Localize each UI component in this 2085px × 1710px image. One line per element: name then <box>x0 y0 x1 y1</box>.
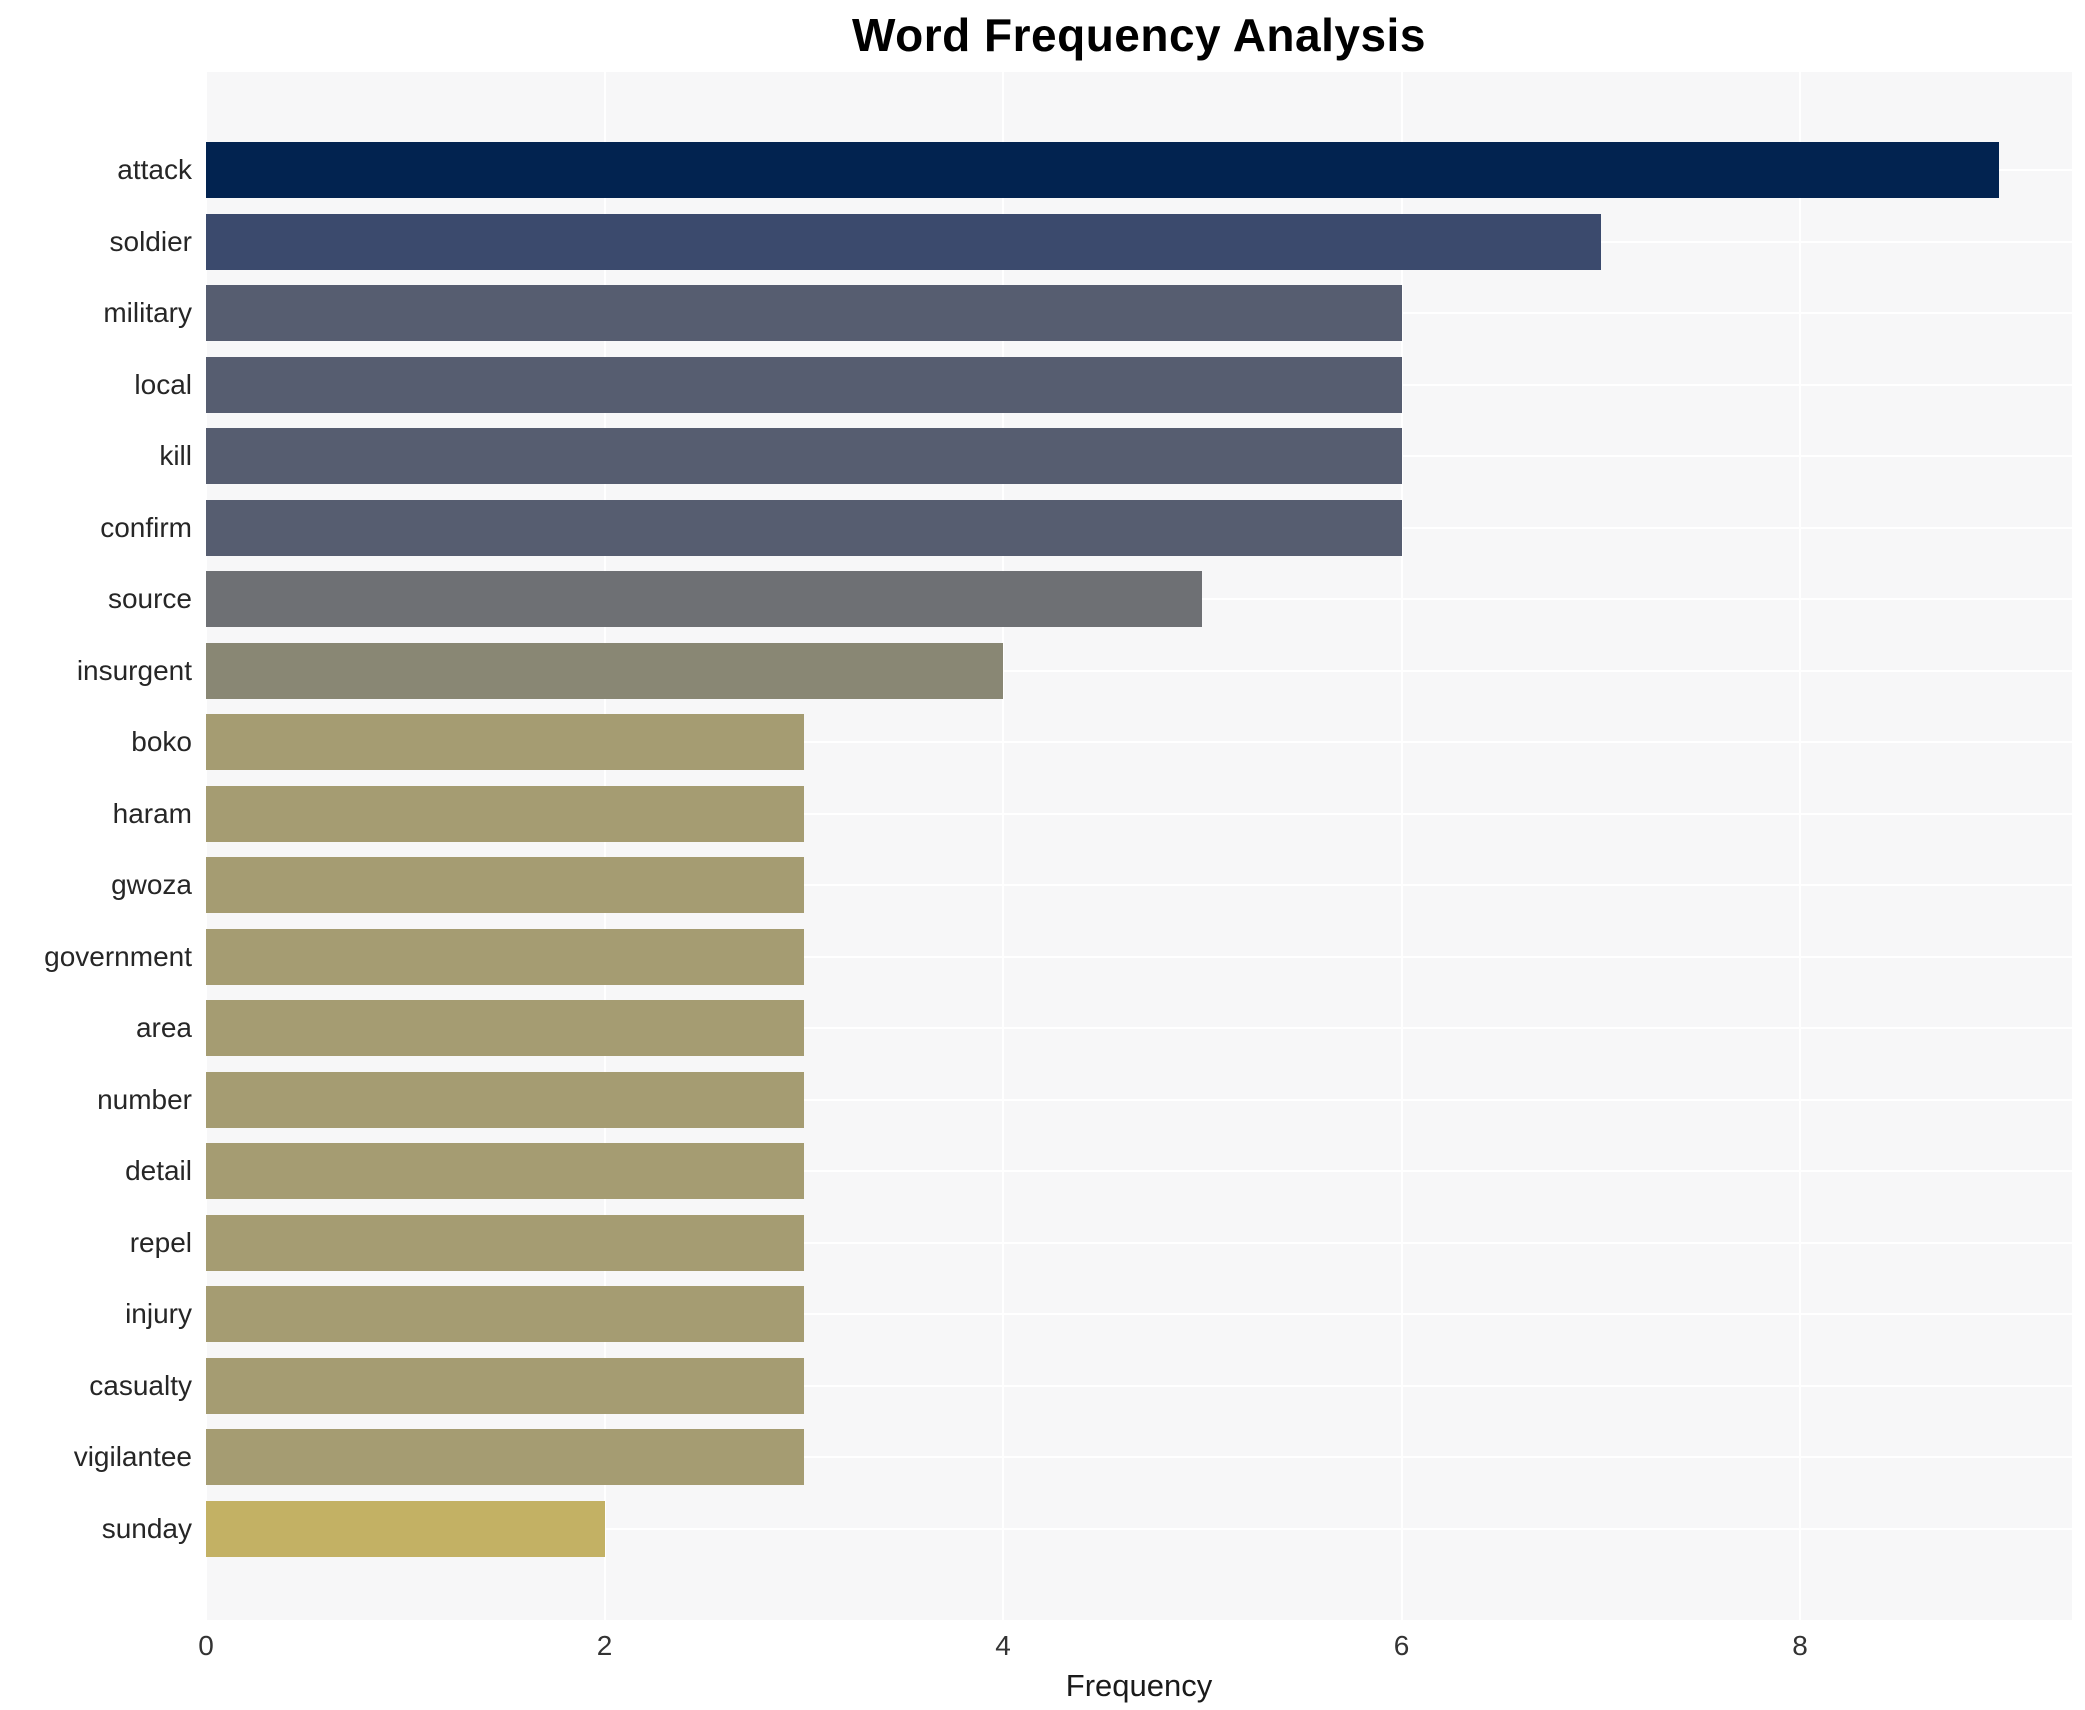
x-axis-ticks: 0 2 4 6 8 <box>198 1630 2072 1670</box>
plot-area <box>205 72 2072 1620</box>
gridline-horizontal <box>206 884 2072 886</box>
gridline-vertical <box>205 72 207 1620</box>
y-tick-label: source <box>107 583 192 614</box>
bar-government <box>206 928 804 985</box>
y-tick-label: confirm <box>100 511 192 543</box>
y-tick-label: detail <box>125 1155 192 1186</box>
bar-confirm <box>206 499 1402 556</box>
y-tick-label: haram <box>112 797 192 829</box>
gridline-horizontal <box>206 955 2072 958</box>
x-tick-label: 8 <box>1792 1630 1808 1661</box>
gridline-vertical <box>1799 72 1801 1620</box>
bar-source <box>206 571 1203 627</box>
y-tick-label: number <box>97 1083 192 1115</box>
gridline-horizontal <box>206 741 2072 743</box>
y-tick-label: soldier <box>109 225 192 257</box>
gridline-horizontal <box>206 1170 2072 1172</box>
bar-military <box>206 285 1402 341</box>
bar-detail <box>206 1143 804 1199</box>
y-tick-label: government <box>44 940 192 972</box>
gridline-horizontal <box>206 1313 2072 1315</box>
bar-kill <box>206 428 1402 484</box>
gridline-horizontal <box>206 1456 2072 1458</box>
y-tick-label: sunday <box>101 1512 192 1544</box>
x-tick-label: 6 <box>1393 1630 1410 1661</box>
y-tick-label: vigilantee <box>73 1441 192 1472</box>
gridline-horizontal <box>206 1384 2072 1387</box>
gridline-vertical <box>603 72 606 1620</box>
gridline-horizontal <box>206 1027 2072 1029</box>
bar-boko <box>206 714 804 770</box>
bar-attack <box>206 142 2000 198</box>
y-tick-label: gwoza <box>111 869 192 900</box>
gridline-horizontal <box>206 1527 2072 1530</box>
y-tick-label: boko <box>131 726 192 757</box>
bar-injury <box>206 1286 804 1342</box>
y-tick-label: local <box>134 368 192 400</box>
bar-haram <box>206 785 804 842</box>
bar-insurgent <box>206 642 1003 699</box>
gridline-horizontal <box>206 1241 2072 1244</box>
gridline-horizontal <box>206 812 2072 815</box>
gridline-horizontal <box>206 669 2072 672</box>
gridline-vertical <box>1400 72 1403 1620</box>
x-tick-label: 0 <box>198 1630 214 1661</box>
bar-repel <box>206 1214 804 1271</box>
y-tick-label: kill <box>159 440 192 471</box>
bar-number <box>206 1071 804 1128</box>
bar-local <box>206 356 1402 413</box>
gridline-vertical <box>1002 72 1004 1620</box>
gridline-horizontal <box>206 1098 2072 1101</box>
x-axis-label: Frequency <box>1065 1668 1213 1703</box>
bar-casualty <box>206 1357 804 1414</box>
bar-sunday <box>206 1500 605 1557</box>
y-tick-label: area <box>135 1012 192 1043</box>
x-tick-label: 4 <box>995 1630 1011 1661</box>
bar-gwoza <box>206 857 804 913</box>
y-tick-label: casualty <box>89 1369 192 1401</box>
bar-soldier <box>206 213 1601 270</box>
bar-vigilantee <box>206 1429 804 1485</box>
y-tick-label: insurgent <box>76 654 192 686</box>
y-axis-labels: attack soldier military local kill confirm sou… <box>0 72 192 1620</box>
y-tick-label: injury <box>125 1298 192 1329</box>
y-tick-label: military <box>103 297 192 328</box>
x-tick-label: 2 <box>596 1630 613 1661</box>
chart-title: Word Frequency Analysis <box>852 9 1426 61</box>
y-tick-label: repel <box>129 1226 192 1258</box>
y-tick-label: attack <box>117 154 192 185</box>
bar-area <box>206 1000 804 1056</box>
